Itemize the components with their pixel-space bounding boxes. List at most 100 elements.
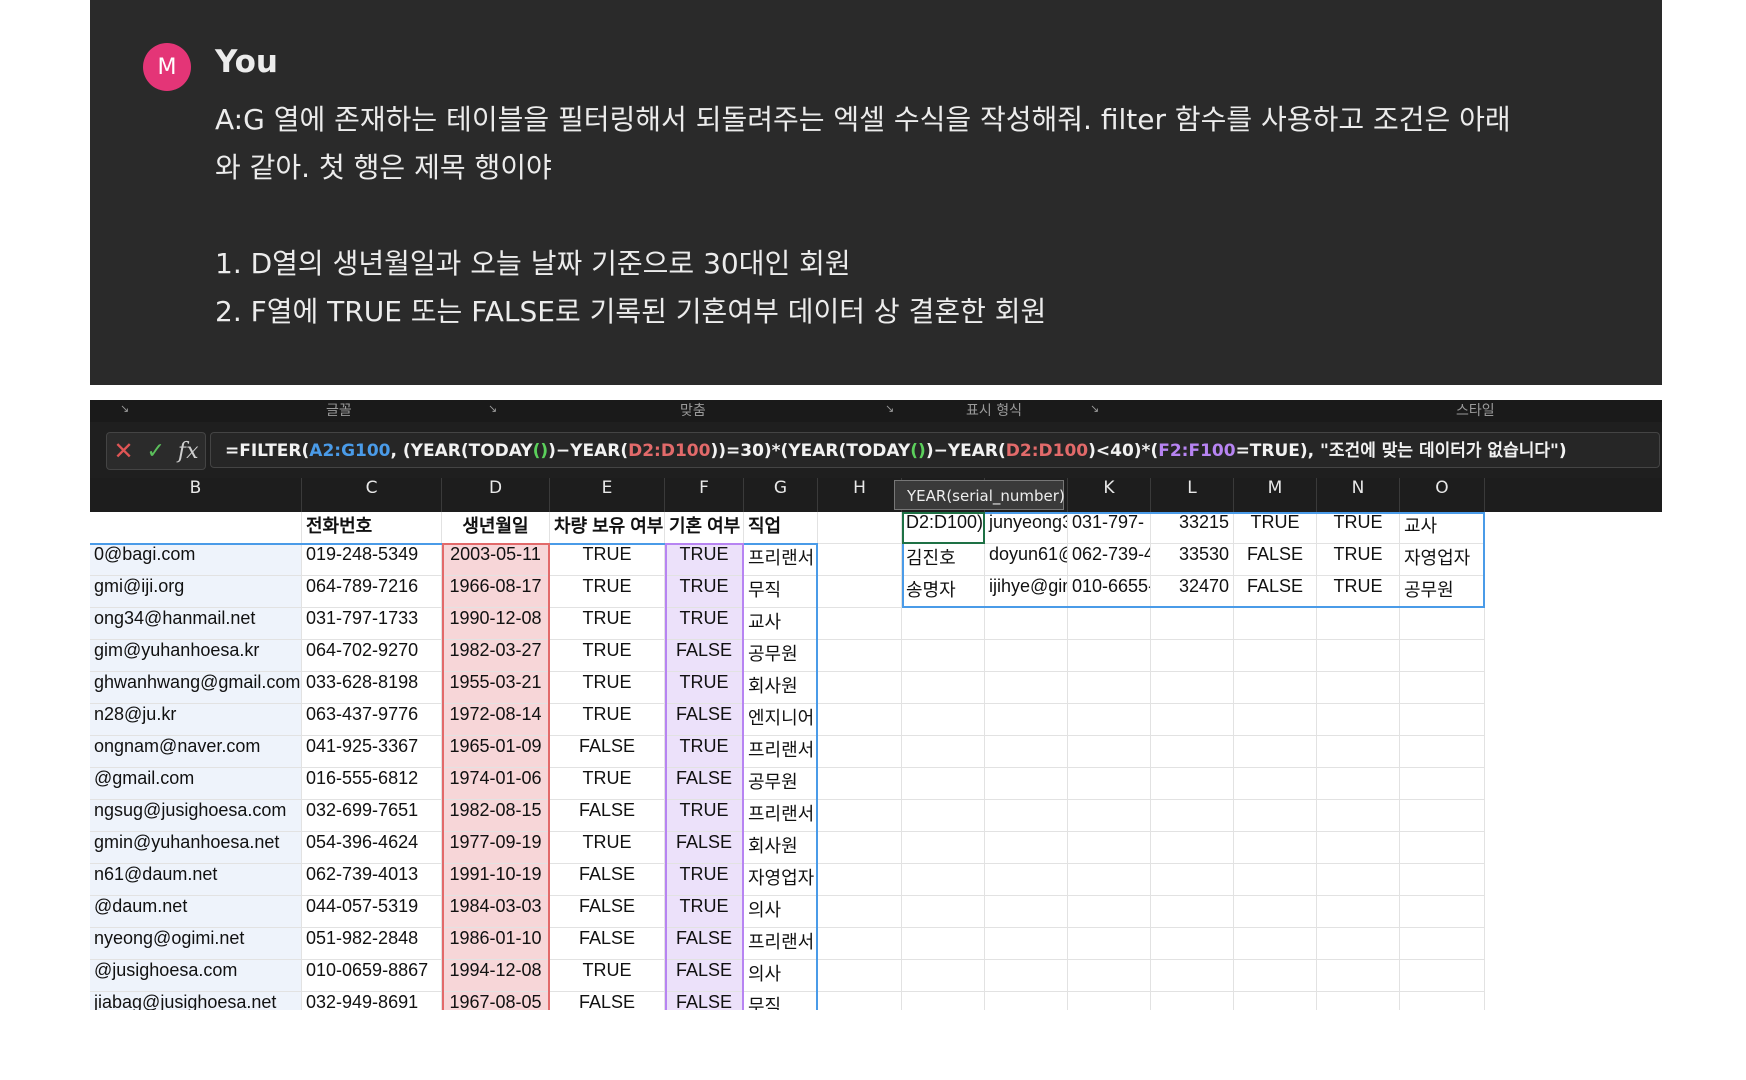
header-cell[interactable]: 33215 <box>1151 512 1234 544</box>
table-cell[interactable] <box>902 736 985 768</box>
table-cell[interactable]: 032-699-7651 <box>302 800 442 832</box>
worksheet-grid[interactable]: 전화번호 생년월일 차량 보유 여부 기혼 여부 직업 D2:D100) junyeong3… <box>90 512 1662 1010</box>
table-cell[interactable]: 공무원 <box>744 768 818 800</box>
table-cell[interactable] <box>1234 800 1317 832</box>
table-cell[interactable]: TRUE <box>665 864 744 896</box>
table-cell[interactable]: 엔지니어 <box>744 704 818 736</box>
table-cell[interactable] <box>1400 992 1485 1010</box>
table-cell[interactable] <box>1068 736 1151 768</box>
table-cell[interactable]: 김진호 <box>902 544 985 576</box>
table-cell[interactable] <box>1234 608 1317 640</box>
table-cell[interactable]: FALSE <box>1234 544 1317 576</box>
table-cell[interactable] <box>1151 928 1234 960</box>
table-cell[interactable] <box>818 960 902 992</box>
column-header-o[interactable]: O <box>1400 478 1485 512</box>
table-cell[interactable] <box>1400 800 1485 832</box>
table-cell[interactable]: 019-248-5349 <box>302 544 442 576</box>
header-cell[interactable]: 직업 <box>744 512 818 544</box>
header-cell[interactable]: 전화번호 <box>302 512 442 544</box>
table-cell[interactable]: nyeong@ogimi.net <box>90 928 302 960</box>
insert-function-icon[interactable]: fx <box>177 438 199 464</box>
table-cell[interactable] <box>1151 768 1234 800</box>
table-cell[interactable]: jiabag@jusighoesa.net <box>90 992 302 1010</box>
table-cell[interactable]: FALSE <box>550 896 665 928</box>
table-cell[interactable]: TRUE <box>665 672 744 704</box>
table-cell[interactable] <box>985 704 1068 736</box>
table-cell[interactable]: 1982-08-15 <box>442 800 550 832</box>
table-cell[interactable] <box>1317 640 1400 672</box>
column-header-h[interactable]: H <box>818 478 902 512</box>
table-cell[interactable]: TRUE <box>550 672 665 704</box>
table-cell[interactable]: 프리랜서 <box>744 736 818 768</box>
header-cell[interactable]: 생년월일 <box>442 512 550 544</box>
table-cell[interactable]: 010-6655- <box>1068 576 1151 608</box>
table-cell[interactable]: TRUE <box>550 544 665 576</box>
column-header-n[interactable]: N <box>1317 478 1400 512</box>
table-cell[interactable]: 031-797-1733 <box>302 608 442 640</box>
table-cell[interactable] <box>1400 672 1485 704</box>
column-header-c[interactable]: C <box>302 478 442 512</box>
column-header-k[interactable]: K <box>1068 478 1151 512</box>
table-cell[interactable]: 33530 <box>1151 544 1234 576</box>
table-cell[interactable] <box>902 768 985 800</box>
table-cell[interactable]: 1974-01-06 <box>442 768 550 800</box>
table-cell[interactable]: TRUE <box>665 736 744 768</box>
table-cell[interactable] <box>818 672 902 704</box>
table-cell[interactable]: 1966-08-17 <box>442 576 550 608</box>
table-cell[interactable] <box>1400 736 1485 768</box>
table-cell[interactable]: ongnam@naver.com <box>90 736 302 768</box>
table-cell[interactable] <box>902 992 985 1010</box>
table-cell[interactable]: FALSE <box>550 736 665 768</box>
table-cell[interactable] <box>985 736 1068 768</box>
table-cell[interactable] <box>1234 704 1317 736</box>
table-cell[interactable] <box>985 864 1068 896</box>
table-cell[interactable] <box>1151 640 1234 672</box>
table-cell[interactable] <box>902 672 985 704</box>
table-cell[interactable]: TRUE <box>1317 576 1400 608</box>
table-cell[interactable] <box>902 928 985 960</box>
table-cell[interactable] <box>1068 672 1151 704</box>
table-cell[interactable] <box>1151 864 1234 896</box>
table-cell[interactable] <box>985 800 1068 832</box>
table-cell[interactable]: 공무원 <box>1400 576 1485 608</box>
table-cell[interactable]: 054-396-4624 <box>302 832 442 864</box>
table-cell[interactable]: TRUE <box>550 640 665 672</box>
table-cell[interactable] <box>1068 896 1151 928</box>
table-cell[interactable] <box>1317 608 1400 640</box>
table-cell[interactable] <box>818 768 902 800</box>
table-cell[interactable]: 1991-10-19 <box>442 864 550 896</box>
table-cell[interactable] <box>1234 736 1317 768</box>
table-cell[interactable] <box>1400 864 1485 896</box>
table-cell[interactable] <box>985 928 1068 960</box>
table-cell[interactable] <box>902 640 985 672</box>
table-cell[interactable] <box>1317 736 1400 768</box>
table-cell[interactable]: 회사원 <box>744 672 818 704</box>
table-cell[interactable]: TRUE <box>665 896 744 928</box>
table-cell[interactable] <box>1234 864 1317 896</box>
table-cell[interactable]: ijihye@gim <box>985 576 1068 608</box>
header-cell[interactable]: 교사 <box>1400 512 1485 544</box>
table-cell[interactable]: gmin@yuhanhoesa.net <box>90 832 302 864</box>
table-cell[interactable] <box>1400 896 1485 928</box>
table-cell[interactable] <box>985 672 1068 704</box>
table-cell[interactable]: @daum.net <box>90 896 302 928</box>
table-cell[interactable]: 무직 <box>744 576 818 608</box>
table-cell[interactable]: 062-739-4 <box>1068 544 1151 576</box>
table-cell[interactable]: 1965-01-09 <box>442 736 550 768</box>
header-cell[interactable]: TRUE <box>1234 512 1317 544</box>
table-cell[interactable]: 1982-03-27 <box>442 640 550 672</box>
dialog-launcher-icon[interactable]: ↘ <box>120 402 130 415</box>
header-cell[interactable]: junyeong3 <box>985 512 1068 544</box>
table-cell[interactable] <box>1068 864 1151 896</box>
table-cell[interactable]: 1977-09-19 <box>442 832 550 864</box>
table-cell[interactable]: TRUE <box>665 544 744 576</box>
column-header-g[interactable]: G <box>744 478 818 512</box>
table-cell[interactable] <box>1400 832 1485 864</box>
column-header-b[interactable]: B <box>90 478 302 512</box>
table-cell[interactable] <box>985 832 1068 864</box>
table-cell[interactable] <box>902 608 985 640</box>
table-cell[interactable] <box>1234 832 1317 864</box>
table-cell[interactable]: 무직 <box>744 992 818 1010</box>
table-cell[interactable]: 공무원 <box>744 640 818 672</box>
table-cell[interactable]: gim@yuhanhoesa.kr <box>90 640 302 672</box>
